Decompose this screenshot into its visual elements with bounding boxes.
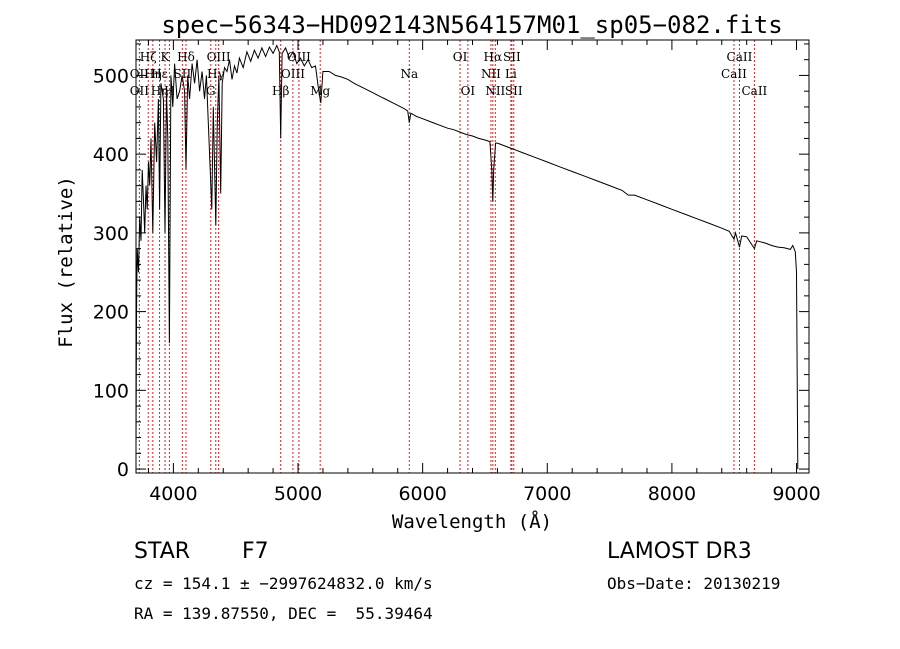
x-axis-label: Wavelength (Å) — [392, 510, 552, 533]
subclass-label: F7 — [242, 539, 269, 564]
spectral-line-label: NII — [481, 67, 501, 81]
spectral-line-label: CaII — [721, 67, 747, 81]
spectral-line-label: Hδ — [177, 50, 195, 64]
y-tick-label: 200 — [93, 302, 129, 324]
spectral-line-label: Hη — [151, 84, 169, 98]
spectral-line-label: OI — [453, 50, 468, 64]
spectral-line-label: Hζ — [140, 50, 157, 64]
spectral-line-label: SII — [503, 50, 521, 64]
spectral-line-label: Na — [400, 67, 418, 81]
spectral-line-label: OIII — [281, 67, 305, 81]
obs-date-readout: Obs−Date: 20130219 — [607, 574, 781, 593]
x-tick-label: 8000 — [648, 483, 696, 505]
spectral-line-label: NII — [485, 84, 505, 98]
y-tick-label: 400 — [93, 144, 129, 166]
y-axis-ticks: 0 100 200 300 400 500 — [93, 43, 809, 481]
y-tick-label: 100 — [93, 380, 129, 402]
spectral-line-label: Li — [505, 67, 517, 81]
y-tick-label: 0 — [117, 459, 129, 481]
y-tick-label: 500 — [93, 65, 129, 87]
x-tick-label: 7000 — [523, 483, 571, 505]
y-tick-label: 300 — [93, 223, 129, 245]
spectral-line-label: OIII — [207, 50, 231, 64]
spectral-line-markers — [138, 40, 755, 473]
x-tick-label: 5000 — [274, 483, 322, 505]
spectral-line-label: Hε — [151, 67, 168, 81]
survey-label: LAMOST DR3 — [607, 539, 752, 564]
x-tick-label: 4000 — [149, 483, 197, 505]
plot-frame — [135, 39, 810, 474]
x-axis-ticks: 4000 5000 6000 7000 8000 9000 — [147, 40, 821, 505]
spectral-line-label: CaII — [727, 50, 753, 64]
x-tick-label: 6000 — [398, 483, 446, 505]
redshift-readout: cz = 154.1 ± −2997624832.0 km/s — [134, 574, 433, 593]
spectral-line-label: SII — [174, 67, 192, 81]
spectral-line-label: H — [164, 84, 174, 98]
spectral-line-labels: OIIOIIHζHηHεHηKHSIIHδGHγOIIIHβOIIIOIIIMg… — [130, 50, 768, 98]
spectral-line-label: CaII — [741, 84, 767, 98]
flux-series-line — [135, 44, 799, 470]
spectral-line-label: Hβ — [272, 84, 289, 98]
spectral-line-label: Hα — [484, 50, 503, 64]
spectral-line-label: SII — [505, 84, 523, 98]
y-axis-label: Flux (relative) — [55, 176, 77, 348]
spectral-line-label: Hγ — [207, 67, 225, 81]
spectral-line-label: OI — [461, 84, 476, 98]
spectral-line-label: Mg — [310, 84, 330, 98]
spectral-line-label: K — [161, 50, 171, 64]
spectral-line-label: G — [206, 84, 216, 98]
coordinates-readout: RA = 139.87550, DEC = 55.39464 — [134, 604, 433, 623]
x-tick-label: 9000 — [772, 483, 820, 505]
spectral-line-label: OIII — [287, 50, 311, 64]
chart-title: spec−56343−HD092143N564157M01_sp05−082.f… — [161, 11, 782, 39]
object-class-label: STAR — [134, 539, 191, 564]
spectral-line-label: OII — [130, 67, 150, 81]
spectral-line-label: Hη — [144, 67, 162, 81]
